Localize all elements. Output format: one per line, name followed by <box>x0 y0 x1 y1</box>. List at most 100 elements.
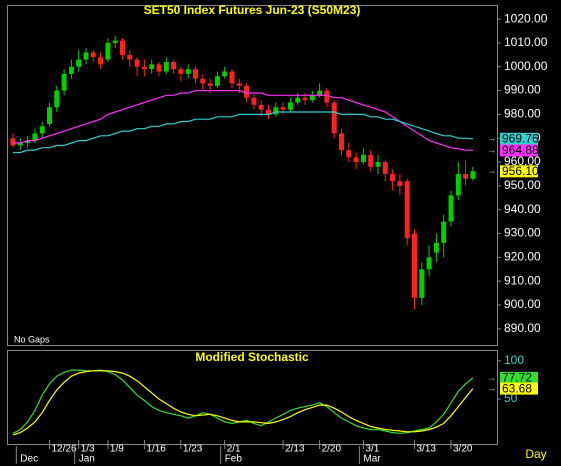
candle-body <box>25 140 31 143</box>
y-tick-label: 1020.00 <box>504 11 548 25</box>
y-tick-label: 1010.00 <box>504 35 548 49</box>
marker-box <box>500 144 538 157</box>
candle-body <box>353 157 359 163</box>
candle-body <box>229 71 235 84</box>
candle-body <box>127 54 133 60</box>
candle-body <box>207 83 213 86</box>
candle-body <box>149 64 155 70</box>
candle-body <box>251 97 257 105</box>
month-label: Jan <box>79 454 95 465</box>
candle-body <box>426 257 432 270</box>
x-tick-label: 1/16 <box>146 444 166 455</box>
annotation: No Gaps <box>14 334 50 344</box>
candle-body <box>397 181 403 186</box>
candle-body <box>163 61 169 72</box>
x-tick-label: 2/20 <box>322 444 342 455</box>
marker-arrow: → <box>487 145 496 155</box>
marker-box <box>500 165 538 178</box>
candle-body <box>404 181 410 239</box>
month-label: Mar <box>363 454 381 465</box>
x-axis-label: Day <box>525 447 546 461</box>
candle-body <box>83 52 89 60</box>
candle-body <box>412 233 417 298</box>
candle-body <box>280 107 286 110</box>
x-tick-label: 1/3 <box>81 444 95 455</box>
x-tick-label: 3/1 <box>365 444 379 455</box>
marker-label: 77.72 <box>502 371 532 385</box>
candle-body <box>32 133 38 141</box>
month-label: Feb <box>225 454 243 465</box>
y-tick-label: 890.00 <box>504 321 541 335</box>
candle-body <box>141 66 147 70</box>
candle-body <box>17 142 23 146</box>
candle-body <box>258 104 264 110</box>
candle-body <box>324 90 330 103</box>
marker-arrow: → <box>487 383 496 393</box>
candle-body <box>90 52 96 58</box>
candle-body <box>441 221 447 244</box>
marker-label: 956.10 <box>502 164 539 178</box>
candle-body <box>390 173 396 182</box>
y-tick-label: 100 <box>504 353 524 367</box>
x-tick-label: 12/26 <box>52 444 77 455</box>
candle-body <box>222 71 228 77</box>
chart-title: SET50 Index Futures Jun-23 (S50M23) <box>144 3 361 17</box>
y-tick-label: 910.00 <box>504 273 541 287</box>
candle-body <box>10 138 16 146</box>
stochastic-title: Modified Stochastic <box>195 350 309 364</box>
candle-body <box>382 162 388 174</box>
x-tick-label: 3/13 <box>417 444 437 455</box>
candle-body <box>185 69 191 74</box>
candle-body <box>368 154 374 167</box>
candle-body <box>112 40 118 43</box>
marker-arrow: → <box>487 166 496 176</box>
y-tick-label: 990.00 <box>504 83 541 97</box>
candle-body <box>105 42 111 60</box>
stochastic-panel <box>7 350 498 445</box>
candle-body <box>266 109 271 115</box>
marker-arrow: → <box>487 133 496 143</box>
marker-box <box>500 371 538 384</box>
candle-body <box>433 243 439 253</box>
marker-label: 964.88 <box>502 143 539 157</box>
candle-body <box>120 40 125 55</box>
y-tick-label: 920.00 <box>504 250 541 264</box>
x-tick-label: 2/1 <box>227 444 241 455</box>
candle-body <box>331 102 337 134</box>
candle-body <box>455 173 461 196</box>
y-tick-label: 940.00 <box>504 202 541 216</box>
candle-body <box>302 97 308 101</box>
candle-body <box>98 57 104 65</box>
candle-body <box>156 64 162 72</box>
candle-body <box>178 69 184 74</box>
x-tick-label: 1/23 <box>183 444 203 455</box>
marker-box <box>500 382 538 395</box>
candle-body <box>61 73 67 91</box>
candle-body <box>244 85 250 98</box>
marker-label: 63.68 <box>502 381 532 395</box>
candle-body <box>236 83 242 86</box>
candle-body <box>309 95 315 101</box>
x-tick-label: 3/20 <box>453 444 473 455</box>
candle-body <box>68 66 74 74</box>
price-panel <box>7 5 498 346</box>
series-line <box>12 370 474 436</box>
candle-body <box>470 171 476 179</box>
month-label: Dec <box>20 454 38 465</box>
candle-body <box>419 269 425 298</box>
candle-body <box>346 150 352 158</box>
candle-body <box>47 107 52 124</box>
candle-body <box>295 97 301 103</box>
candle-body <box>287 102 293 110</box>
candle-body <box>54 90 60 108</box>
marker-box <box>500 132 538 145</box>
candle-body <box>360 154 366 163</box>
y-tick-label: 980.00 <box>504 107 541 121</box>
candle-body <box>448 195 454 222</box>
y-tick-label: 960.00 <box>504 154 541 168</box>
candle-body <box>463 173 469 179</box>
y-tick-label: 900.00 <box>504 297 541 311</box>
candle-body <box>375 162 381 167</box>
